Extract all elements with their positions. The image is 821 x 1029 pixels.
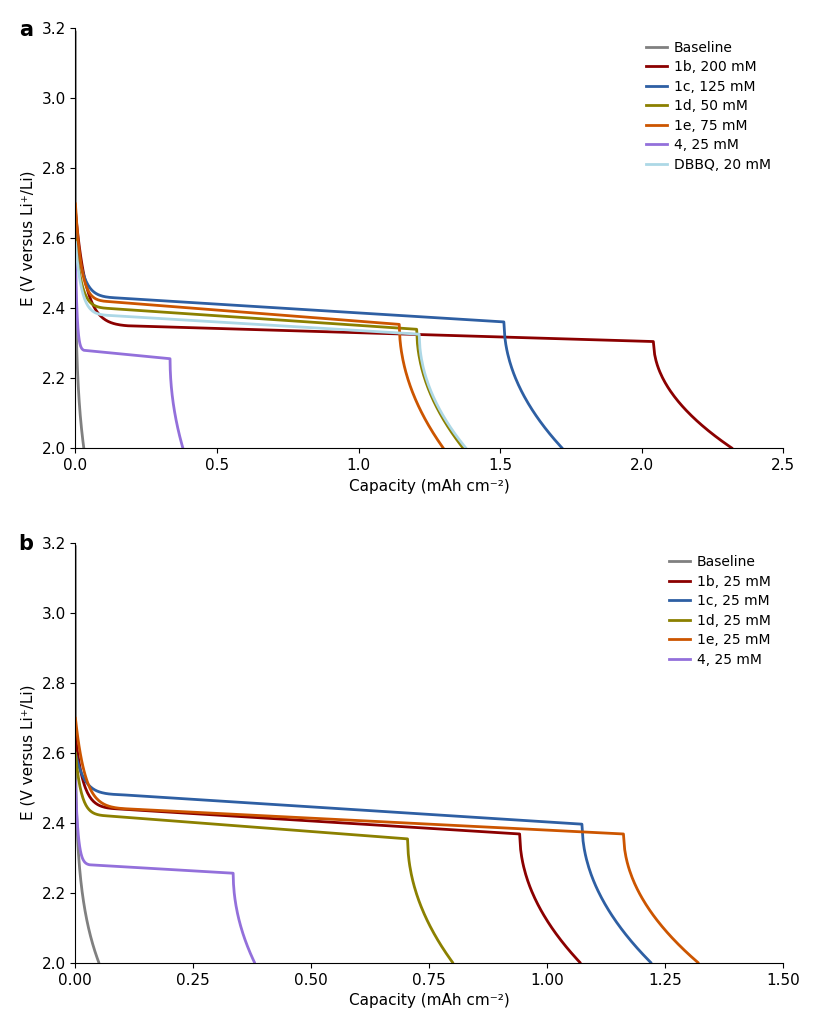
Text: a: a (19, 20, 33, 40)
Y-axis label: E (V versus Li⁺/Li): E (V versus Li⁺/Li) (21, 685, 36, 820)
Legend: Baseline, 1b, 200 mM, 1c, 125 mM, 1d, 50 mM, 1e, 75 mM, 4, 25 mM, DBBQ, 20 mM: Baseline, 1b, 200 mM, 1c, 125 mM, 1d, 50… (640, 35, 777, 177)
Text: b: b (19, 534, 34, 555)
Y-axis label: E (V versus Li⁺/Li): E (V versus Li⁺/Li) (21, 171, 36, 306)
X-axis label: Capacity (mAh cm⁻²): Capacity (mAh cm⁻²) (349, 993, 510, 1008)
Legend: Baseline, 1b, 25 mM, 1c, 25 mM, 1d, 25 mM, 1e, 25 mM, 4, 25 mM: Baseline, 1b, 25 mM, 1c, 25 mM, 1d, 25 m… (663, 549, 777, 672)
X-axis label: Capacity (mAh cm⁻²): Capacity (mAh cm⁻²) (349, 478, 510, 494)
